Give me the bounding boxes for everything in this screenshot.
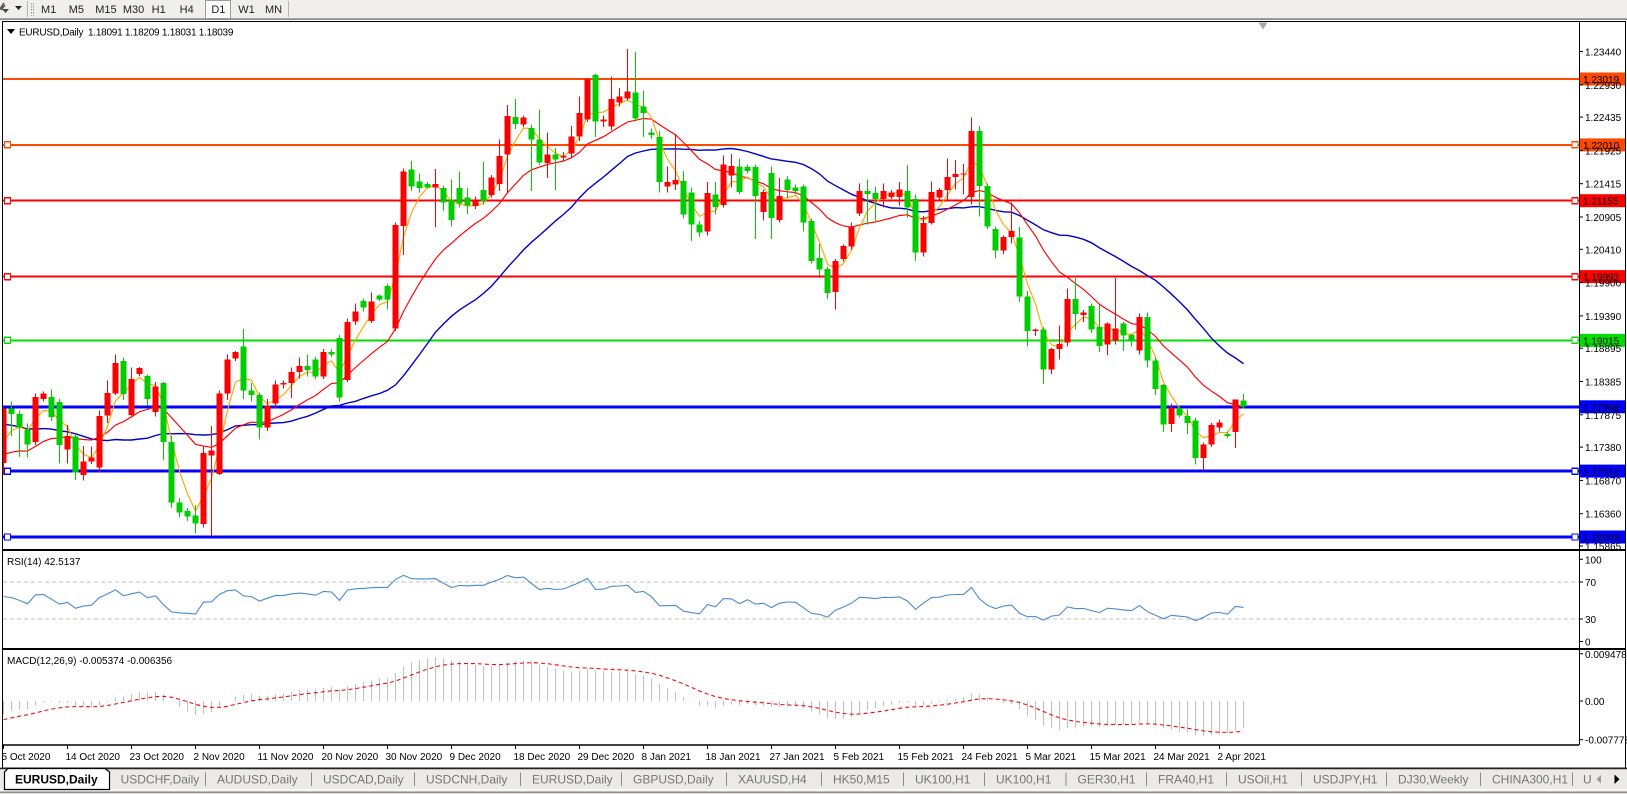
svg-text:1.17875: 1.17875	[1585, 411, 1622, 422]
svg-text:USDCAD,Daily: USDCAD,Daily	[323, 773, 404, 787]
svg-text:D1: D1	[211, 4, 225, 16]
svg-text:1.20905: 1.20905	[1585, 213, 1622, 224]
svg-text:GER30,H1: GER30,H1	[1078, 773, 1136, 787]
svg-text:15 Mar 2021: 15 Mar 2021	[1090, 752, 1147, 763]
svg-text:1.22435: 1.22435	[1585, 113, 1622, 124]
svg-text:70: 70	[1585, 578, 1597, 589]
svg-text:1.18091 1.18209 1.18031 1.1803: 1.18091 1.18209 1.18031 1.18039	[88, 28, 234, 39]
svg-text:15 Feb 2021: 15 Feb 2021	[898, 752, 955, 763]
svg-text:20 Nov 2020: 20 Nov 2020	[322, 752, 379, 763]
svg-text:1.19015: 1.19015	[1583, 336, 1620, 347]
svg-text:1.21415: 1.21415	[1585, 180, 1622, 191]
svg-text:W1: W1	[238, 4, 255, 16]
svg-text:GBPUSD,Daily: GBPUSD,Daily	[633, 773, 714, 787]
svg-text:1.23440: 1.23440	[1585, 48, 1622, 59]
svg-text:30 Nov 2020: 30 Nov 2020	[386, 752, 443, 763]
svg-text:HK50,M15: HK50,M15	[833, 773, 890, 787]
svg-text:USOil,H1: USOil,H1	[1238, 773, 1288, 787]
svg-text:UK100,H1: UK100,H1	[996, 773, 1052, 787]
svg-text:EURUSD,Daily: EURUSD,Daily	[532, 773, 613, 787]
svg-text:24 Mar 2021: 24 Mar 2021	[1154, 752, 1211, 763]
svg-text:1.23019: 1.23019	[1583, 75, 1620, 86]
svg-text:M15: M15	[95, 4, 116, 16]
svg-text:1.15865: 1.15865	[1585, 542, 1622, 553]
svg-text:FRA40,H1: FRA40,H1	[1158, 773, 1214, 787]
svg-text:1.17012: 1.17012	[1583, 467, 1620, 478]
svg-text:1.18895: 1.18895	[1585, 344, 1622, 355]
svg-text:M30: M30	[123, 4, 144, 16]
svg-text:1.17380: 1.17380	[1585, 443, 1622, 454]
svg-text:2 Nov 2020: 2 Nov 2020	[194, 752, 246, 763]
svg-text:AUDUSD,Daily: AUDUSD,Daily	[217, 773, 298, 787]
svg-text:5 Oct 2020: 5 Oct 2020	[2, 752, 51, 763]
svg-text:2 Apr 2021: 2 Apr 2021	[1218, 752, 1267, 763]
svg-text:5 Mar 2021: 5 Mar 2021	[1026, 752, 1077, 763]
svg-text:11 Nov 2020: 11 Nov 2020	[258, 752, 314, 763]
svg-text:USDCHF,Daily: USDCHF,Daily	[121, 773, 200, 787]
svg-text:9 Dec 2020: 9 Dec 2020	[450, 752, 502, 763]
svg-text:29 Dec 2020: 29 Dec 2020	[578, 752, 635, 763]
svg-text:1.21155: 1.21155	[1583, 197, 1619, 208]
svg-text:1.22930: 1.22930	[1585, 81, 1622, 92]
svg-text:MACD(12,26,9) -0.005374 -0.006: MACD(12,26,9) -0.005374 -0.006356	[7, 656, 173, 667]
svg-text:1.18385: 1.18385	[1585, 378, 1622, 389]
svg-text:M1: M1	[41, 4, 56, 16]
svg-text:18 Jan 2021: 18 Jan 2021	[706, 752, 761, 763]
svg-text:U: U	[1583, 773, 1592, 787]
svg-text:0.009478: 0.009478	[1585, 650, 1627, 661]
svg-text:UK100,H1: UK100,H1	[915, 773, 971, 787]
svg-text:1.16870: 1.16870	[1585, 476, 1622, 487]
svg-text:1.17998: 1.17998	[1583, 403, 1620, 414]
svg-text:1.19992: 1.19992	[1583, 273, 1620, 284]
svg-text:23 Oct 2020: 23 Oct 2020	[130, 752, 185, 763]
svg-text:1.19900: 1.19900	[1585, 279, 1622, 290]
svg-text:5 Feb 2021: 5 Feb 2021	[834, 752, 885, 763]
svg-text:8 Jan 2021: 8 Jan 2021	[642, 752, 692, 763]
svg-text:H4: H4	[180, 4, 194, 16]
svg-text:0.00: 0.00	[1585, 697, 1605, 708]
svg-text:M5: M5	[69, 4, 84, 16]
svg-text:EURUSD,Daily: EURUSD,Daily	[19, 28, 83, 39]
svg-text:24 Feb 2021: 24 Feb 2021	[962, 752, 1019, 763]
svg-text:1.16003: 1.16003	[1583, 533, 1620, 544]
svg-text:USDCNH,Daily: USDCNH,Daily	[426, 773, 507, 787]
svg-text:100: 100	[1585, 555, 1602, 566]
svg-text:1.20410: 1.20410	[1585, 245, 1622, 256]
svg-text:30: 30	[1585, 615, 1597, 626]
svg-text:MN: MN	[265, 4, 282, 16]
svg-text:XAUUSD,H4: XAUUSD,H4	[738, 773, 807, 787]
svg-text:DJ30,Weekly: DJ30,Weekly	[1398, 773, 1468, 787]
svg-text:27 Jan 2021: 27 Jan 2021	[770, 752, 825, 763]
svg-text:USDJPY,H1: USDJPY,H1	[1313, 773, 1378, 787]
svg-text:0: 0	[1585, 638, 1591, 649]
svg-text:1.19390: 1.19390	[1585, 312, 1622, 323]
svg-text:H1: H1	[152, 4, 166, 16]
svg-text:1.16360: 1.16360	[1585, 510, 1622, 521]
svg-text:1.22010: 1.22010	[1583, 141, 1620, 152]
svg-text:CHINA300,H1: CHINA300,H1	[1492, 773, 1568, 787]
svg-text:18 Dec 2020: 18 Dec 2020	[514, 752, 571, 763]
svg-text:RSI(14) 42.5137: RSI(14) 42.5137	[7, 557, 81, 568]
svg-text:1.21925: 1.21925	[1585, 146, 1622, 157]
svg-text:EURUSD,Daily: EURUSD,Daily	[15, 773, 98, 787]
svg-text:14 Oct 2020: 14 Oct 2020	[66, 752, 121, 763]
svg-text:-0.007778: -0.007778	[1585, 736, 1627, 747]
